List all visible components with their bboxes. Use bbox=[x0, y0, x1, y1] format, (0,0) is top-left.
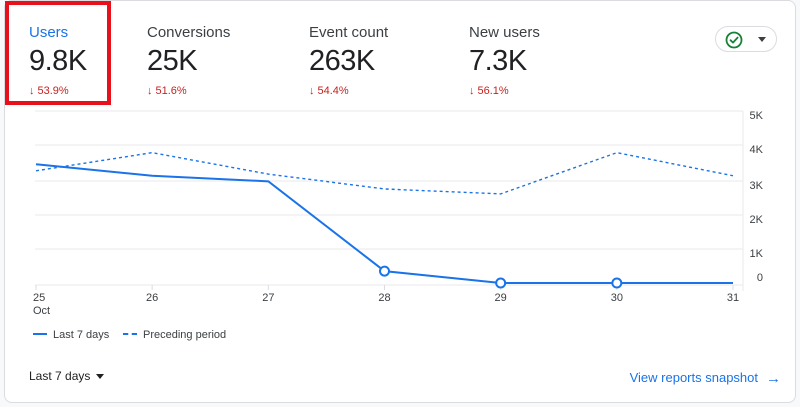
arrow-right-icon: → bbox=[766, 370, 781, 387]
y-tick-label: 3K bbox=[750, 180, 764, 192]
metric-label: Conversions bbox=[147, 24, 231, 41]
metric-tab-event-count[interactable]: Event count 263K ↓ 54.4% bbox=[309, 1, 459, 105]
metric-label: Event count bbox=[309, 24, 389, 41]
caret-down-icon bbox=[758, 37, 766, 42]
metric-tab-users[interactable]: Users 9.8K ↓ 53.9% bbox=[29, 1, 179, 105]
dashed-line-swatch bbox=[123, 333, 137, 336]
arrow-down-icon: ↓ bbox=[29, 85, 35, 97]
y-tick-label: 2K bbox=[750, 214, 764, 226]
legend-label: Preceding period bbox=[143, 329, 227, 341]
series-line-preceding-period bbox=[35, 151, 734, 195]
metric-value: 263K bbox=[309, 45, 375, 77]
metric-value: 25K bbox=[147, 45, 198, 77]
legend-label: Last 7 days bbox=[53, 329, 110, 341]
x-tick-label: 25 bbox=[33, 292, 45, 304]
data-point-marker bbox=[611, 277, 623, 289]
metric-change: ↓ 54.4% bbox=[309, 85, 349, 97]
x-tick-label: 30 bbox=[611, 292, 623, 304]
arrow-down-icon: ↓ bbox=[469, 85, 475, 97]
line-chart: 5K 4K 3K 2K 1K 0 25 26 27 28 29 30 31 Oct bbox=[33, 110, 764, 317]
metric-change-value: 56.1% bbox=[477, 85, 509, 97]
metric-tab-new-users[interactable]: New users 7.3K ↓ 56.1% bbox=[469, 1, 619, 105]
snapshot-link-label: View reports snapshot bbox=[629, 370, 758, 385]
caret-down-icon bbox=[96, 374, 105, 380]
x-tick-label: 31 bbox=[727, 292, 739, 304]
metric-change-value: 54.4% bbox=[317, 85, 349, 97]
solid-line-swatch bbox=[33, 333, 47, 336]
arrow-down-icon: ↓ bbox=[147, 85, 153, 97]
check-circle-icon bbox=[725, 31, 743, 49]
status-dropdown-button[interactable] bbox=[715, 26, 777, 52]
metric-label: Users bbox=[29, 24, 69, 41]
metric-change: ↓ 56.1% bbox=[469, 85, 509, 97]
data-point-marker bbox=[379, 265, 390, 277]
metric-value: 7.3K bbox=[469, 45, 527, 77]
view-reports-snapshot-link[interactable]: View reports snapshot → bbox=[630, 370, 781, 387]
metric-label: New users bbox=[469, 24, 540, 41]
reports-card: Users 9.8K ↓ 53.9% Conversions 25K ↓ 51.6%… bbox=[4, 0, 796, 403]
x-tick-sublabel: Oct bbox=[33, 305, 50, 317]
x-tick-label: 29 bbox=[495, 292, 507, 304]
arrow-down-icon: ↓ bbox=[309, 85, 315, 97]
y-tick-label: 4K bbox=[750, 144, 764, 156]
metric-tab-conversions[interactable]: Conversions 25K ↓ 51.6% bbox=[147, 1, 297, 105]
metric-change-value: 51.6% bbox=[155, 85, 187, 97]
metric-change-value: 53.9% bbox=[37, 85, 69, 97]
x-tick-label: 27 bbox=[262, 292, 274, 304]
y-tick-label: 1K bbox=[750, 248, 764, 260]
date-range-dropdown[interactable]: Last 7 days bbox=[29, 369, 105, 383]
highlight-annotation-box bbox=[5, 1, 111, 105]
legend-item-last-7-days: Last 7 days bbox=[33, 329, 109, 341]
y-tick-label: 0 bbox=[757, 272, 763, 284]
y-tick-label: 5K bbox=[750, 110, 764, 122]
x-tick-label: 28 bbox=[378, 292, 390, 304]
date-range-label: Last 7 days bbox=[29, 369, 91, 383]
metric-change: ↓ 53.9% bbox=[29, 85, 69, 97]
metric-change: ↓ 51.6% bbox=[147, 85, 187, 97]
x-tick-label: 26 bbox=[146, 292, 158, 304]
data-point-marker bbox=[495, 277, 507, 289]
series-line-last-7-days bbox=[35, 163, 733, 284]
metric-value: 9.8K bbox=[29, 45, 87, 77]
legend-item-preceding-period: Preceding period bbox=[123, 329, 226, 341]
